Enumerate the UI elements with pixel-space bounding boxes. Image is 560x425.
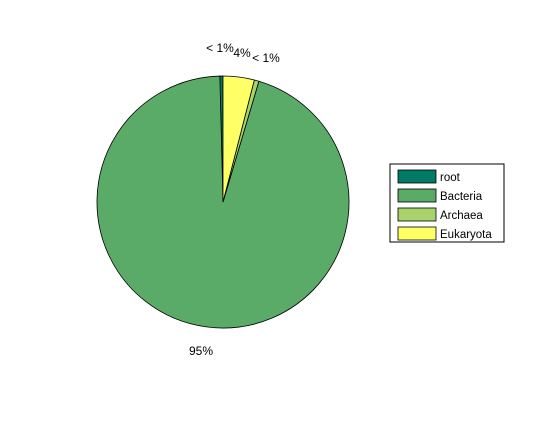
legend-swatch-bacteria (397, 188, 437, 203)
legend-items: root Bacteria Archaea Eukaryota (397, 169, 492, 241)
legend-label-archaea: Archaea (440, 210, 483, 222)
legend-swatch-archaea (397, 207, 437, 222)
legend-label-root: root (440, 172, 461, 184)
pie-slices (96, 75, 350, 329)
pie-slice-eukaryota (222, 75, 255, 203)
slice-label-archaea: < 1% (252, 51, 280, 65)
legend-swatch-eukaryota (397, 226, 437, 241)
slice-label-root: < 1% (206, 41, 234, 55)
slice-label-eukaryota: 4% (233, 46, 251, 60)
legend-label-eukaryota: Eukaryota (440, 229, 492, 241)
pie-slice-labels: < 1% 95% < 1%4% (189, 41, 280, 358)
legend: root Bacteria Archaea Eukaryota (389, 163, 505, 243)
slice-label-bacteria: 95% (189, 344, 213, 358)
legend-label-bacteria: Bacteria (440, 191, 483, 203)
legend-swatch-root (397, 169, 437, 184)
